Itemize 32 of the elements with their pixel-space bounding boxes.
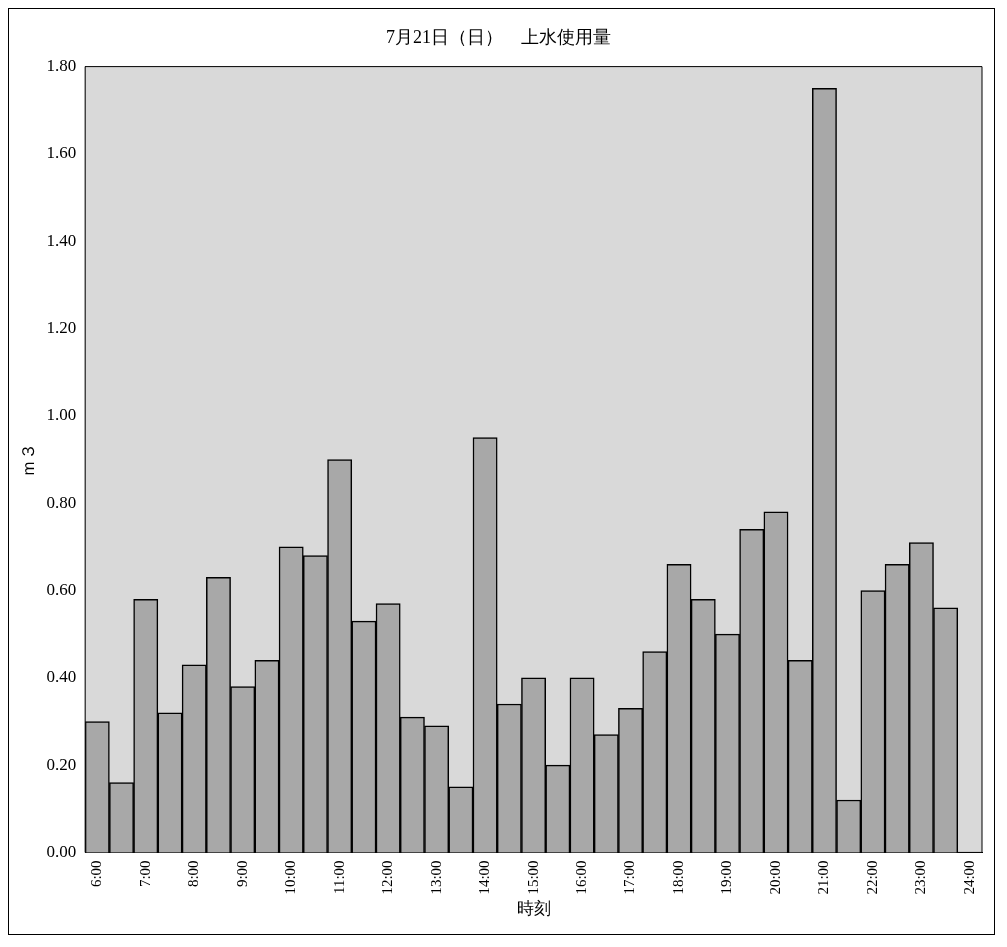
x-tick-label: 18:00 <box>669 860 686 895</box>
x-tick-label: 20:00 <box>766 860 783 895</box>
y-axis-title: ｍ３ <box>18 442 38 477</box>
x-tick-label: 22:00 <box>863 860 880 895</box>
x-axis-title: 時刻 <box>516 899 551 919</box>
y-tick-label: 0.40 <box>46 667 77 687</box>
x-tick-label: 12:00 <box>379 860 396 895</box>
x-tick-label: 11:00 <box>330 860 347 895</box>
y-tick-label: 1.00 <box>46 405 77 425</box>
x-tick-label: 8:00 <box>185 860 202 888</box>
y-tick-label: 0.20 <box>46 754 77 774</box>
x-tick-label: 24:00 <box>960 860 977 895</box>
x-tick-label: 10:00 <box>282 860 299 895</box>
y-tick-label: 0.80 <box>46 492 77 512</box>
x-tick-label: 21:00 <box>815 860 832 895</box>
chart-title: 7月21日（日） 上水使用量 <box>386 26 611 47</box>
y-tick-label: 1.60 <box>46 143 77 163</box>
y-tick-label: 1.80 <box>46 56 77 76</box>
x-tick-label: 15:00 <box>524 860 541 895</box>
y-tick-label: 1.40 <box>46 230 77 250</box>
x-tick-label: 23:00 <box>912 860 929 895</box>
x-tick-label: 19:00 <box>718 860 735 895</box>
x-tick-label: 17:00 <box>621 860 638 895</box>
x-tick-label: 14:00 <box>476 860 493 895</box>
y-tick-label: 1.20 <box>46 318 77 338</box>
x-tick-label: 9:00 <box>233 860 250 888</box>
y-tick-label: 0.60 <box>46 579 77 599</box>
x-tick-label: 7:00 <box>136 860 153 888</box>
x-tick-label: 6:00 <box>88 860 105 888</box>
x-tick-label: 13:00 <box>427 860 444 895</box>
y-tick-label: 0.00 <box>46 841 77 861</box>
x-tick-label: 16:00 <box>572 860 589 895</box>
